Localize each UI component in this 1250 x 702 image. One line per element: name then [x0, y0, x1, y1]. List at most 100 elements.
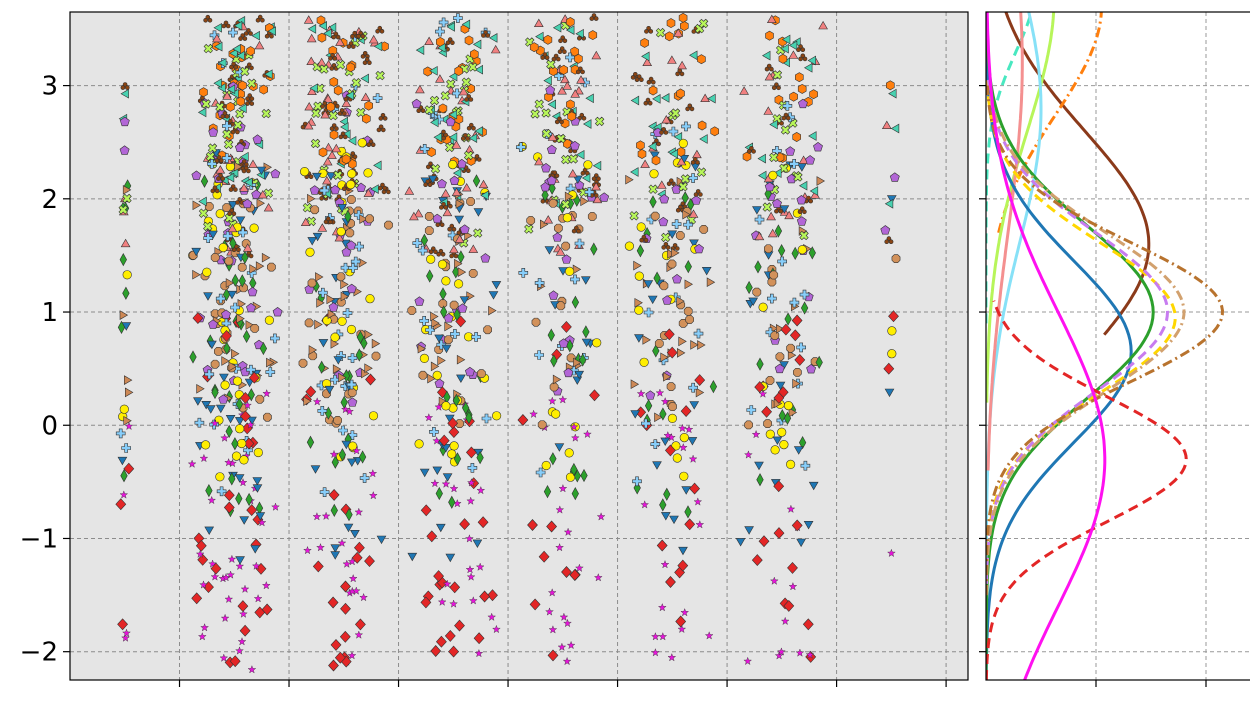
scatter-point — [636, 389, 646, 398]
scatter-point — [765, 376, 775, 385]
scatter-point — [264, 69, 273, 80]
scatter-point — [633, 260, 642, 271]
scatter-point — [744, 526, 754, 535]
scatter-point — [444, 321, 453, 332]
scatter-point — [483, 325, 492, 335]
scatter-point — [433, 132, 442, 143]
scatter-point — [326, 172, 336, 181]
scatter-point — [253, 447, 263, 458]
scatter-point — [222, 231, 233, 241]
scatter-point — [796, 216, 807, 226]
scatter-point — [797, 83, 807, 94]
scatter-point — [352, 446, 361, 455]
scatter-point — [417, 343, 427, 354]
scatter-point — [774, 363, 785, 374]
scatter-point — [330, 638, 342, 651]
scatter-point — [365, 373, 376, 386]
scatter-point — [347, 651, 357, 660]
scatter-point — [261, 603, 273, 616]
scatter-point — [454, 258, 463, 269]
scatter-point — [765, 429, 775, 439]
scatter-point — [630, 410, 641, 419]
scatter-point — [551, 409, 561, 419]
scatter-point — [346, 41, 356, 49]
scatter-point — [218, 243, 228, 253]
main-panel — [69, 11, 969, 681]
scatter-point — [561, 254, 572, 264]
scatter-point — [681, 191, 689, 205]
scatter-point — [340, 395, 348, 410]
scatter-point — [231, 273, 239, 288]
scatter-point — [364, 363, 373, 374]
scatter-point — [336, 227, 346, 237]
scatter-point — [119, 252, 127, 267]
scatter-point — [454, 215, 465, 225]
scatter-point — [222, 153, 232, 163]
scatter-point — [307, 24, 317, 34]
scatter-point — [546, 144, 557, 154]
scatter-point — [799, 289, 810, 300]
scatter-point — [368, 34, 379, 44]
scatter-point — [438, 17, 449, 28]
scatter-point — [789, 91, 798, 102]
scatter-point — [187, 459, 197, 468]
scatter-point — [796, 538, 806, 548]
scatter-point — [233, 20, 243, 31]
scatter-point — [317, 32, 327, 43]
scatter-point — [696, 166, 708, 177]
scatter-point — [656, 180, 667, 189]
density-curves — [986, 12, 1225, 680]
scatter-point — [548, 198, 558, 208]
scatter-point — [449, 599, 458, 608]
scatter-point — [537, 420, 547, 430]
scatter-point — [308, 345, 318, 355]
scatter-point — [346, 458, 357, 468]
scatter-point — [309, 83, 318, 94]
scatter-point — [239, 391, 251, 404]
scatter-point — [762, 201, 774, 212]
scatter-point — [362, 113, 371, 124]
scatter-point — [754, 231, 765, 241]
scatter-point — [303, 396, 312, 407]
scatter-point — [307, 193, 316, 204]
scatter-point — [559, 64, 568, 75]
scatter-point — [477, 516, 489, 529]
scatter-point — [448, 645, 460, 658]
scatter-point — [329, 449, 339, 459]
scatter-point — [796, 44, 806, 53]
scatter-point — [589, 13, 599, 21]
scatter-point — [571, 225, 581, 234]
scatter-point — [214, 155, 224, 163]
scatter-point — [440, 89, 452, 101]
scatter-point — [806, 364, 817, 374]
scatter-point — [682, 209, 691, 220]
scatter-point — [231, 348, 240, 359]
scatter-point — [564, 448, 574, 458]
scatter-point — [785, 459, 796, 469]
scatter-point — [378, 112, 388, 121]
scatter-point — [210, 418, 220, 428]
scatter-point — [474, 126, 483, 136]
density-curve — [986, 12, 1107, 680]
scatter-point — [490, 44, 501, 54]
scatter-point — [566, 99, 575, 110]
scatter-point — [122, 286, 130, 300]
scatter-point — [547, 396, 557, 405]
scatter-point — [636, 244, 645, 258]
scatter-point — [754, 461, 764, 471]
scatter-point — [689, 401, 700, 410]
scatter-point — [453, 13, 463, 23]
scatter-point — [371, 338, 381, 349]
scatter-point — [411, 98, 422, 109]
scatter-point — [466, 122, 476, 131]
scatter-point — [257, 518, 267, 527]
scatter-point — [459, 296, 470, 305]
scatter-point — [319, 487, 330, 498]
scatter-point — [808, 131, 817, 141]
scatter-point — [241, 250, 249, 265]
scatter-point — [347, 388, 357, 397]
scatter-point — [342, 559, 352, 568]
scatter-point — [579, 353, 587, 367]
scatter-point — [221, 309, 231, 319]
